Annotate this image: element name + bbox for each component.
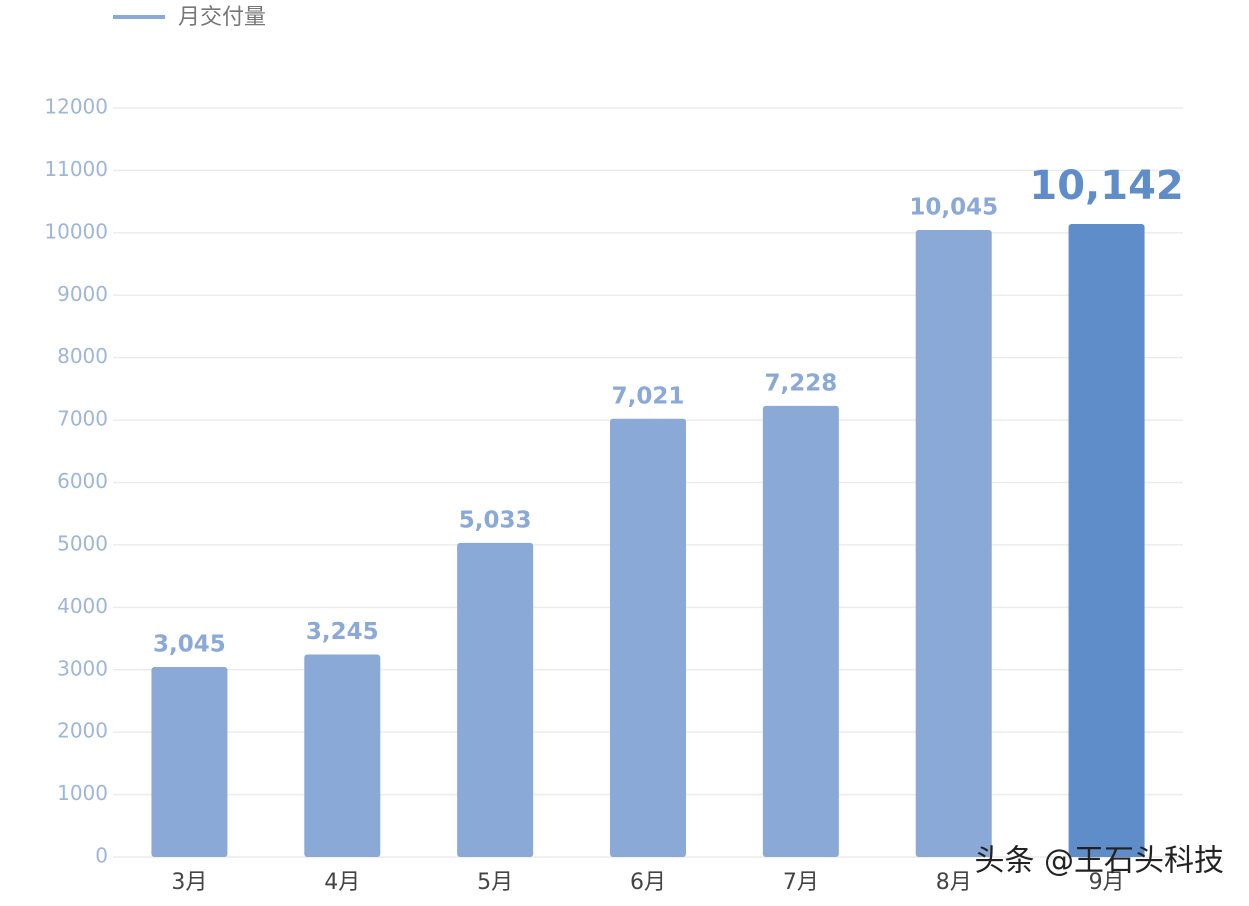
bar <box>151 666 228 857</box>
value-label: 5,033 <box>459 507 532 533</box>
y-tick-label: 2000 <box>57 719 108 743</box>
y-tick-label: 11000 <box>44 157 108 181</box>
y-tick-label: 8000 <box>57 344 108 368</box>
bar <box>457 542 534 857</box>
bar <box>610 418 686 857</box>
x-tick-label: 7月 <box>783 870 819 895</box>
y-tick-label: 6000 <box>57 469 108 493</box>
x-tick-label: 8月 <box>936 870 972 895</box>
x-tick-label: 4月 <box>324 870 360 895</box>
watermark: 头条 @王石头科技 <box>974 844 1224 879</box>
value-label: 7,228 <box>764 370 837 396</box>
x-tick-label: 5月 <box>477 870 513 895</box>
y-tick-label: 9000 <box>57 282 108 306</box>
value-label: 3,045 <box>153 631 226 657</box>
y-tick-label: 12000 <box>44 95 108 119</box>
y-tick-label: 4000 <box>57 594 108 618</box>
value-label: 3,245 <box>306 619 379 645</box>
value-label: 7,021 <box>612 383 685 409</box>
x-tick-label: 6月 <box>630 870 666 895</box>
value-label: 10,045 <box>909 195 998 221</box>
bar <box>915 230 992 857</box>
bar <box>762 405 839 857</box>
bar <box>1068 223 1145 858</box>
y-tick-label: 5000 <box>57 531 108 555</box>
bar <box>304 654 381 857</box>
legend-label: 月交付量 <box>178 5 266 30</box>
y-tick-label: 0 <box>95 844 108 868</box>
y-tick-label: 7000 <box>57 407 108 431</box>
y-tick-label: 1000 <box>57 781 108 805</box>
x-tick-label: 9月 <box>1089 870 1125 895</box>
y-tick-label: 3000 <box>57 656 108 680</box>
x-tick-label: 3月 <box>171 870 207 895</box>
y-tick-label: 10000 <box>44 219 108 243</box>
value-label: 10,142 <box>1029 163 1183 209</box>
